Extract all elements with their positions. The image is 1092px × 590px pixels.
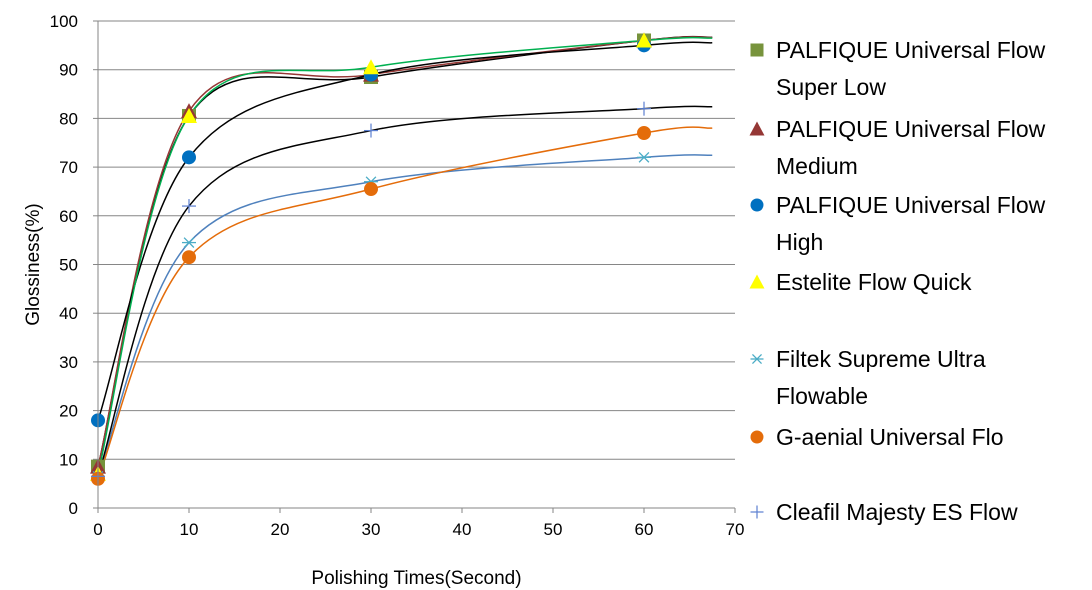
y-tick-label: 60 [59, 207, 78, 226]
y-tick-label: 100 [50, 12, 78, 31]
x-axis-label: Polishing Times(Second) [311, 568, 521, 589]
y-tick-label: 90 [59, 61, 78, 80]
data-point [364, 182, 378, 197]
x-tick-label: 60 [635, 520, 654, 539]
y-tick-label: 0 [69, 499, 78, 518]
data-point [181, 107, 197, 123]
y-tick-label: 10 [59, 450, 78, 469]
legend-label: PALFIQUE Universal Flow [776, 37, 1046, 63]
trendline [97, 126, 713, 480]
legend-item: Filtek Supreme Ultra Flowable [750, 346, 986, 409]
x-tick-label: 20 [271, 520, 290, 539]
y-tick-label: 30 [59, 353, 78, 372]
legend-item: PALFIQUE Universal Flow Medium [749, 116, 1046, 179]
data-point [182, 199, 196, 214]
data-point [364, 123, 378, 138]
data-point [750, 43, 764, 57]
data-point [182, 250, 196, 265]
gridlines [98, 20, 735, 460]
data-point [636, 32, 652, 48]
data-point [750, 430, 764, 444]
y-tick-label: 20 [59, 402, 78, 421]
legend-label: Filtek Supreme Ultra [776, 346, 986, 372]
x-tick-label: 40 [453, 520, 472, 539]
trendline [97, 154, 713, 477]
legend-item: PALFIQUE Universal Flow Super Low [750, 37, 1046, 100]
trendline [97, 41, 713, 421]
x-tick-label: 30 [362, 520, 381, 539]
legend-item: G-aenial Universal Flo [750, 424, 1004, 450]
legend-label: High [776, 229, 823, 255]
legend-label: Cleafil Majesty ES Flow [776, 499, 1018, 525]
data-point [363, 59, 379, 75]
legend-label: Flowable [776, 383, 868, 409]
legend-label: Medium [776, 153, 858, 179]
legend-label: Estelite Flow Quick [776, 269, 972, 295]
data-point [750, 505, 764, 519]
data-point [637, 101, 651, 116]
tick-labels: 0 10 20 30 40 50 60 70 80 90 100 0 10 20 30 40 50 60 70 [50, 12, 745, 539]
legend-item: Estelite Flow Quick [749, 269, 972, 295]
data-point [750, 353, 764, 365]
y-axis-label: Glossiness(%) [23, 203, 44, 325]
x-tick-label: 50 [544, 520, 563, 539]
x-tick-label: 70 [726, 520, 745, 539]
data-point [182, 237, 196, 248]
y-tick-label: 80 [59, 109, 78, 128]
axes [93, 20, 736, 513]
data-point [637, 152, 651, 163]
data-point [749, 121, 765, 136]
y-tick-label: 40 [59, 304, 78, 323]
x-tick-label: 10 [180, 520, 199, 539]
y-tick-label: 50 [59, 256, 78, 275]
legend-label: PALFIQUE Universal Flow [776, 116, 1046, 142]
x-tick-label: 0 [93, 520, 102, 539]
data-point [637, 126, 651, 141]
legend-item: Cleafil Majesty ES Flow [750, 499, 1018, 525]
data-point [749, 274, 765, 289]
y-tick-label: 70 [59, 158, 78, 177]
legend-item: PALFIQUE Universal Flow High [750, 192, 1046, 255]
legend-label: G-aenial Universal Flo [776, 424, 1004, 450]
data-point [750, 198, 764, 212]
data-point [182, 150, 196, 165]
legend-label: Super Low [776, 74, 886, 100]
legend-label: PALFIQUE Universal Flow [776, 192, 1046, 218]
data-points [90, 32, 652, 486]
